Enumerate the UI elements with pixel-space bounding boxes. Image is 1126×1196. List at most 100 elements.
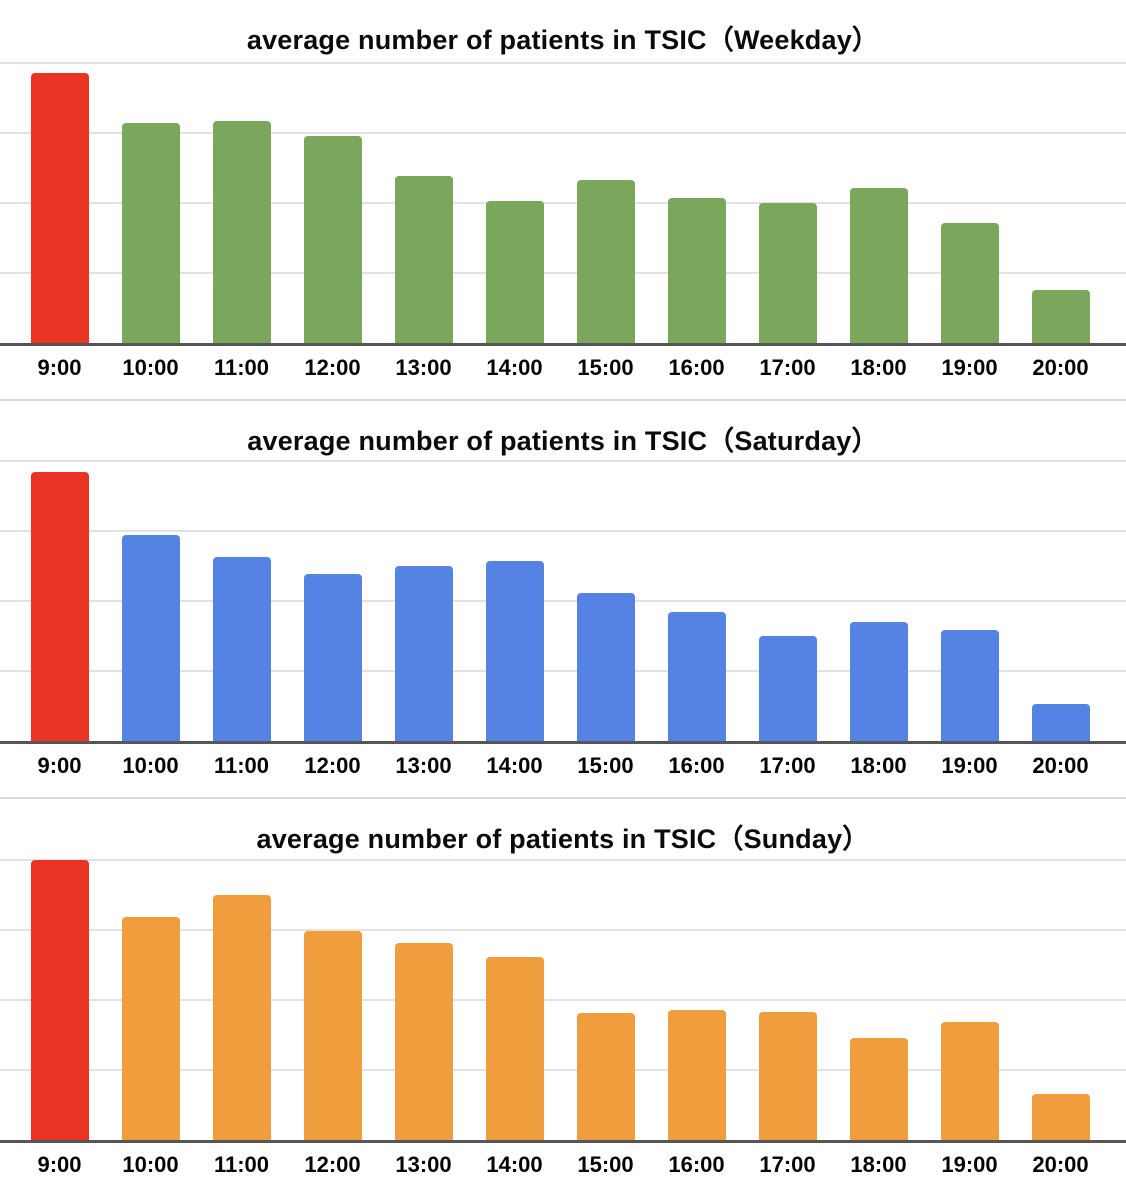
bar-11:00 bbox=[212, 557, 271, 742]
x-tick-label: 17:00 bbox=[759, 354, 816, 380]
bar-19:00 bbox=[940, 630, 999, 742]
x-axis-labels-weekday: 9:00 10:00 11:00 12:00 13:00 14:00 15:00 16:00 1… bbox=[14, 346, 1106, 399]
bar-20:00 bbox=[1031, 703, 1090, 742]
bar-slot bbox=[924, 461, 1015, 742]
gridline bbox=[0, 858, 1126, 861]
plot-area-weekday bbox=[0, 61, 1126, 346]
x-tick-label: 14:00 bbox=[486, 1151, 543, 1177]
bar-17:00 bbox=[758, 636, 817, 742]
bar-13:00 bbox=[394, 942, 453, 1140]
bar-11:00 bbox=[212, 121, 271, 343]
x-tick-label: 11:00 bbox=[213, 753, 270, 779]
bar-19:00 bbox=[940, 222, 999, 343]
x-tick-label: 17:00 bbox=[759, 753, 816, 779]
chart-panel-saturday: average number of patients in TSIC（Satur… bbox=[0, 398, 1126, 798]
x-tick-label: 18:00 bbox=[850, 1151, 907, 1177]
gridline bbox=[0, 530, 1126, 533]
x-tick-label: 16:00 bbox=[668, 354, 725, 380]
chart-panel-sunday: average number of patients in TSIC（Sunda… bbox=[0, 797, 1126, 1196]
x-tick-label: 10:00 bbox=[122, 753, 179, 779]
x-tick-label: 15:00 bbox=[577, 354, 634, 380]
x-tick-label: 11:00 bbox=[213, 354, 270, 380]
bar-slot bbox=[287, 63, 378, 343]
bar-slot bbox=[924, 860, 1015, 1140]
bar-slot bbox=[196, 461, 287, 742]
bar-slot bbox=[105, 63, 196, 343]
bar-slot bbox=[14, 859, 105, 1140]
x-tick-label: 20:00 bbox=[1032, 1151, 1089, 1177]
bars-sunday bbox=[14, 859, 1106, 1140]
chart-title-weekday: average number of patients in TSIC（Weekd… bbox=[246, 25, 880, 55]
bar-slot bbox=[14, 461, 105, 742]
bar-slot bbox=[651, 63, 742, 343]
x-tick-label: 18:00 bbox=[850, 354, 907, 380]
x-tick-label: 19:00 bbox=[941, 354, 998, 380]
chart-panel-weekday: average number of patients in TSIC（Weekd… bbox=[0, 0, 1126, 399]
gridline bbox=[0, 1068, 1126, 1071]
bar-12:00 bbox=[303, 136, 362, 343]
bar-slot bbox=[560, 860, 651, 1140]
bar-slot bbox=[287, 860, 378, 1140]
x-tick-label: 14:00 bbox=[486, 753, 543, 779]
x-tick-label: 19:00 bbox=[941, 753, 998, 779]
x-tick-label: 11:00 bbox=[213, 1151, 270, 1177]
x-tick-label: 15:00 bbox=[577, 1151, 634, 1177]
x-tick-label: 14:00 bbox=[486, 354, 543, 380]
bar-17:00 bbox=[758, 202, 817, 343]
bar-15:00 bbox=[576, 1013, 635, 1140]
plot-area-sunday bbox=[0, 858, 1126, 1143]
bar-10:00 bbox=[121, 122, 180, 343]
bar-14:00 bbox=[485, 956, 544, 1140]
bar-slot bbox=[924, 63, 1015, 343]
bar-slot bbox=[651, 860, 742, 1140]
x-tick-label: 18:00 bbox=[850, 753, 907, 779]
bar-slot bbox=[287, 461, 378, 742]
bar-slot bbox=[651, 461, 742, 742]
bar-slot bbox=[742, 63, 833, 343]
bar-11:00 bbox=[212, 894, 271, 1140]
x-tick-label: 13:00 bbox=[395, 354, 452, 380]
bar-9:00 bbox=[30, 859, 89, 1140]
gridline bbox=[0, 670, 1126, 673]
bars-weekday bbox=[14, 63, 1106, 343]
bar-10:00 bbox=[121, 917, 180, 1140]
bar-13:00 bbox=[394, 176, 453, 343]
x-tick-label: 10:00 bbox=[122, 354, 179, 380]
x-tick-label: 16:00 bbox=[668, 1151, 725, 1177]
x-tick-label: 17:00 bbox=[759, 1151, 816, 1177]
bar-16:00 bbox=[667, 611, 726, 742]
bar-slot bbox=[833, 860, 924, 1140]
bar-slot bbox=[560, 461, 651, 742]
bar-10:00 bbox=[121, 534, 180, 742]
x-tick-label: 20:00 bbox=[1032, 753, 1089, 779]
bar-18:00 bbox=[849, 621, 908, 742]
bar-14:00 bbox=[485, 561, 544, 742]
bars-saturday bbox=[14, 461, 1106, 742]
gridline bbox=[0, 928, 1126, 931]
bar-slot bbox=[833, 461, 924, 742]
bar-slot bbox=[833, 63, 924, 343]
plot-area-saturday bbox=[0, 460, 1126, 745]
x-tick-label: 13:00 bbox=[395, 1151, 452, 1177]
bar-15:00 bbox=[576, 180, 635, 343]
bar-18:00 bbox=[849, 187, 908, 343]
gridline bbox=[0, 600, 1126, 603]
gridline bbox=[0, 998, 1126, 1001]
bar-slot bbox=[742, 860, 833, 1140]
bar-slot bbox=[560, 63, 651, 343]
bar-20:00 bbox=[1031, 1094, 1090, 1140]
x-tick-label: 20:00 bbox=[1032, 354, 1089, 380]
bar-18:00 bbox=[849, 1037, 908, 1140]
bar-slot bbox=[742, 461, 833, 742]
bar-12:00 bbox=[303, 930, 362, 1140]
x-tick-label: 10:00 bbox=[122, 1151, 179, 1177]
bar-slot bbox=[1015, 63, 1106, 343]
x-tick-label: 12:00 bbox=[304, 1151, 361, 1177]
gridline bbox=[0, 131, 1126, 134]
bar-slot bbox=[378, 860, 469, 1140]
gridline bbox=[0, 460, 1126, 463]
bar-14:00 bbox=[485, 201, 544, 343]
chart-title-sunday: average number of patients in TSIC（Sunda… bbox=[256, 824, 870, 855]
bar-16:00 bbox=[667, 197, 726, 343]
bar-15:00 bbox=[576, 592, 635, 742]
